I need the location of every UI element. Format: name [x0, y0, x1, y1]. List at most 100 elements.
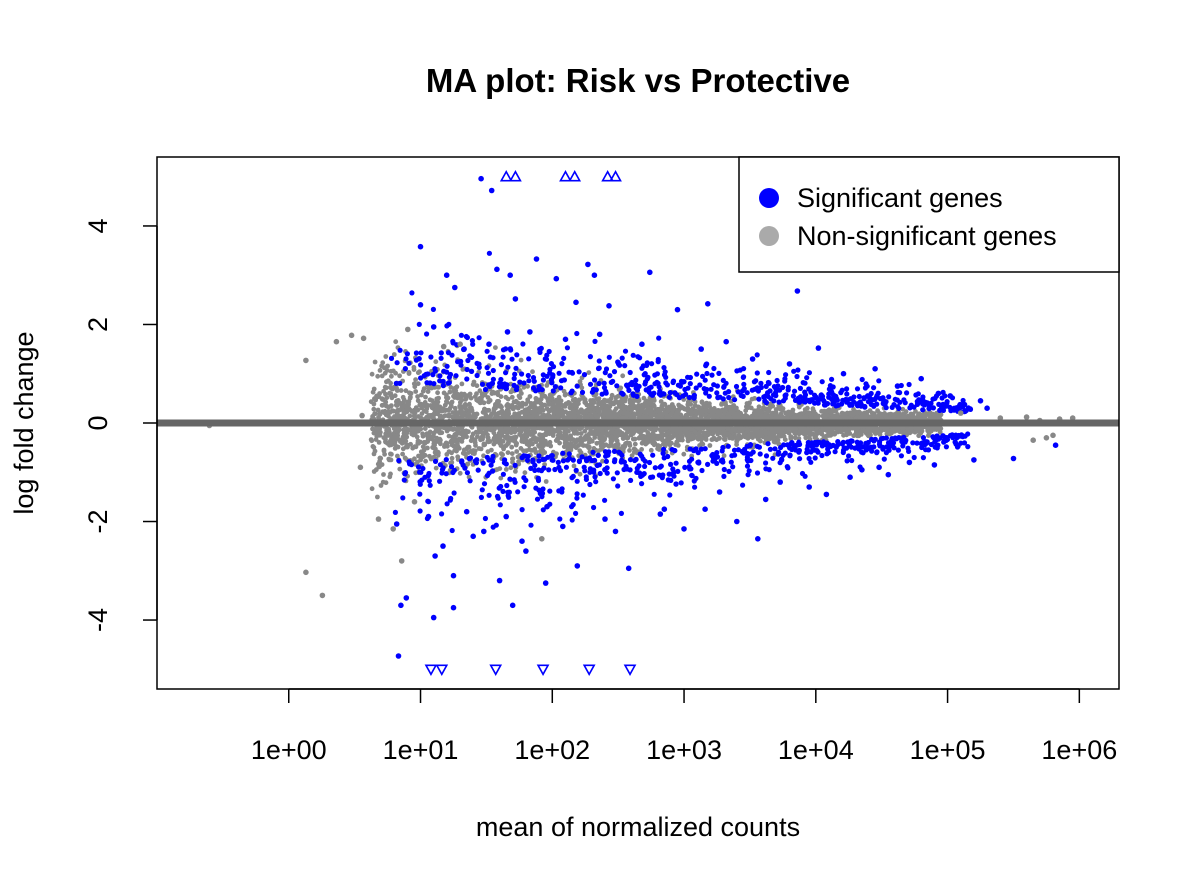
gene-point-non-significant: [897, 411, 903, 417]
gene-point-non-significant: [371, 406, 377, 412]
gene-point-non-significant: [382, 434, 388, 440]
gene-point-non-significant: [710, 436, 716, 442]
gene-point-non-significant: [544, 429, 550, 435]
gene-point-non-significant: [385, 363, 390, 369]
gene-point-non-significant: [514, 449, 520, 454]
gene-point-non-significant: [927, 410, 933, 415]
gene-point-non-significant: [541, 439, 547, 445]
gene-point-non-significant: [475, 434, 480, 439]
gene-point-non-significant: [722, 437, 728, 442]
gene-point-non-significant: [524, 441, 530, 447]
gene-point-non-significant: [900, 406, 906, 412]
gene-point-non-significant: [500, 438, 506, 444]
gene-point-non-significant: [678, 431, 683, 436]
gene-point-non-significant: [525, 397, 531, 403]
gene-point-non-significant: [442, 444, 447, 449]
gene-point-non-significant: [377, 411, 382, 417]
gene-point-non-significant: [603, 407, 608, 413]
gene-point-non-significant: [665, 435, 670, 441]
gene-point-non-significant: [617, 399, 623, 405]
gene-point-non-significant: [375, 461, 381, 467]
gene-point-non-significant: [539, 445, 545, 450]
gene-point-non-significant: [870, 412, 876, 417]
gene-point-non-significant: [735, 414, 741, 419]
gene-point-non-significant: [639, 447, 644, 452]
gene-point-non-significant: [380, 360, 386, 366]
gene-point-non-significant: [435, 452, 441, 458]
gene-point-non-significant: [421, 386, 427, 391]
gene-point-non-significant: [698, 415, 704, 421]
gene-point-non-significant: [491, 441, 497, 447]
gene-point-non-significant: [505, 450, 511, 455]
gene-point-non-significant: [455, 395, 461, 401]
gene-point-non-significant: [536, 437, 541, 442]
gene-point-non-significant: [644, 434, 649, 439]
gene-point-non-significant: [538, 401, 544, 406]
gene-point-non-significant: [371, 445, 377, 450]
gene-point-non-significant: [462, 433, 468, 439]
gene-point-non-significant: [925, 428, 931, 434]
gene-point-non-significant: [802, 407, 808, 412]
gene-point-non-significant: [622, 398, 628, 404]
gene-point-non-significant: [519, 438, 525, 444]
gene-point-non-significant: [472, 437, 478, 443]
gene-point-non-significant: [389, 373, 394, 379]
gene-point-non-significant: [674, 439, 680, 445]
gene-point-non-significant: [697, 405, 702, 410]
gene-point-non-significant: [602, 397, 607, 403]
gene-point-non-significant: [413, 470, 419, 476]
gene-point-non-significant: [379, 373, 385, 379]
gene-point-non-significant: [761, 405, 766, 410]
gene-point-non-significant: [523, 401, 529, 407]
gene-point-non-significant: [449, 450, 454, 456]
gene-point-non-significant: [714, 428, 720, 433]
gene-point-non-significant: [502, 410, 508, 416]
gene-point-non-significant: [641, 402, 647, 408]
gene-point-non-significant: [786, 426, 792, 432]
gene-point-non-significant: [388, 451, 393, 457]
gene-point-non-significant: [729, 428, 735, 433]
gene-point-non-significant: [771, 430, 777, 436]
gene-point-non-significant: [447, 389, 453, 395]
gene-point-non-significant: [493, 414, 498, 420]
gene-point-non-significant: [483, 412, 489, 418]
gene-point-non-significant: [631, 397, 637, 403]
gene-point-non-significant: [509, 444, 515, 450]
gene-point-non-significant: [936, 415, 942, 420]
gene-point-non-significant: [868, 432, 873, 438]
gene-point-non-significant: [480, 430, 485, 436]
gene-point-non-significant: [834, 413, 840, 418]
gene-point-non-significant: [511, 399, 517, 405]
gene-point-non-significant: [637, 410, 643, 416]
gene-point-non-significant: [681, 451, 687, 457]
gene-point-non-significant: [495, 411, 501, 416]
gene-point-non-significant: [493, 401, 499, 407]
gene-point-non-significant: [386, 413, 391, 419]
gene-point-non-significant: [431, 433, 436, 439]
gene-point-non-significant: [538, 448, 543, 454]
gene-point-non-significant: [588, 428, 594, 434]
gene-point-non-significant: [885, 428, 891, 434]
gene-point-non-significant: [423, 394, 428, 400]
gene-point-non-significant: [370, 426, 375, 432]
gene-point-non-significant: [727, 435, 733, 441]
gene-point-non-significant: [381, 472, 386, 477]
gene-point-non-significant: [609, 434, 615, 440]
gene-point-non-significant: [718, 412, 723, 417]
gene-point-non-significant: [407, 390, 412, 396]
gene-point-non-significant: [548, 443, 554, 449]
gene-point-non-significant: [411, 427, 416, 433]
gene-point-non-significant: [693, 410, 699, 415]
gene-point-non-significant: [739, 428, 745, 434]
gene-point-non-significant: [394, 385, 399, 391]
gene-point-non-significant: [377, 368, 383, 373]
gene-point-non-significant: [633, 428, 639, 433]
gene-point-non-significant: [397, 373, 402, 379]
gene-point-non-significant: [392, 393, 398, 399]
gene-point-non-significant: [734, 442, 739, 447]
gene-point-non-significant: [462, 404, 468, 410]
gene-point-non-significant: [534, 414, 540, 420]
gene-point-non-significant: [417, 369, 422, 375]
gene-point-non-significant: [377, 455, 383, 461]
gene-point-non-significant: [384, 385, 389, 391]
